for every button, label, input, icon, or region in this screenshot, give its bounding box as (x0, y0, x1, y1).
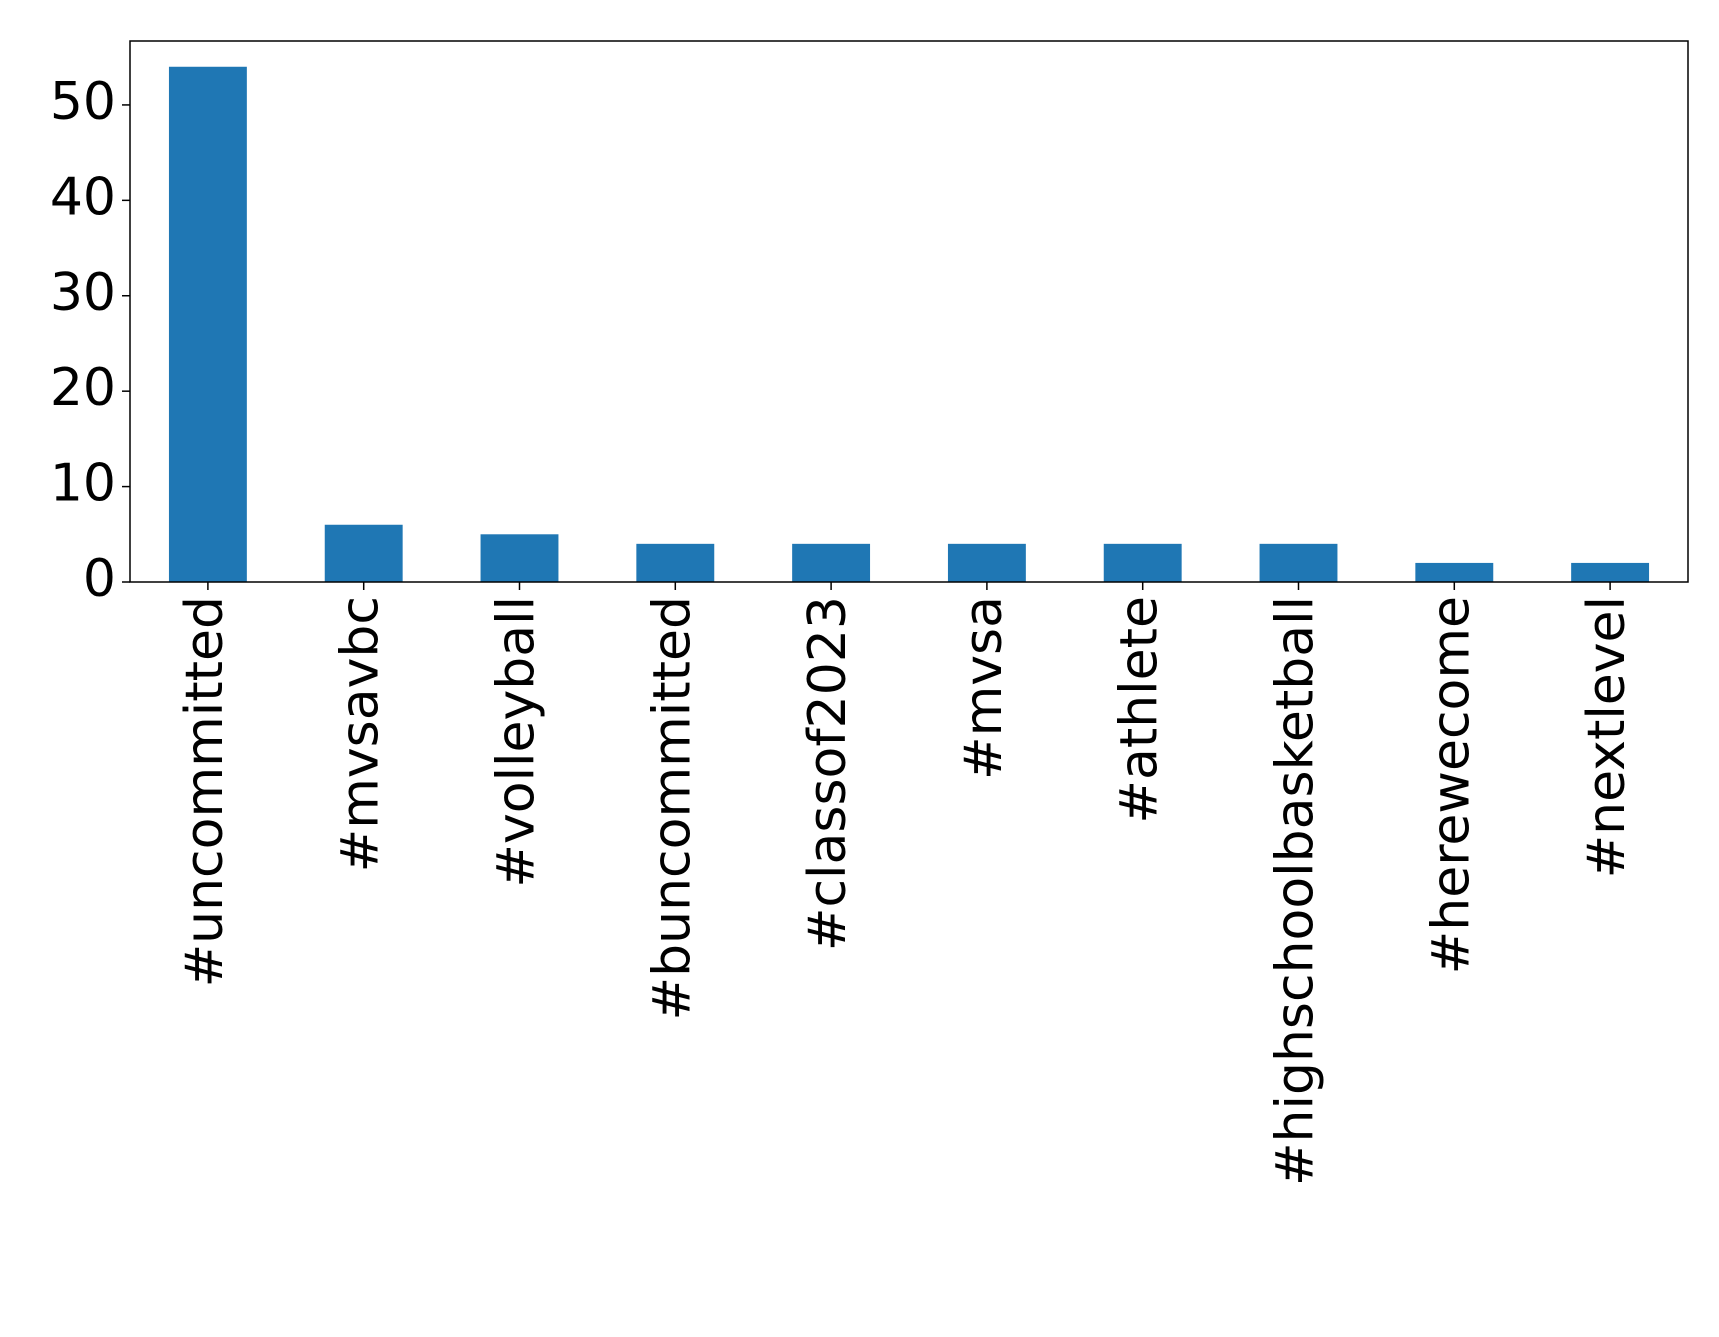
x-tick-label: #nextlevel (1577, 596, 1637, 878)
x-tick-label: #highschoolbasketball (1266, 596, 1326, 1186)
x-tick-label: #mvsa (954, 596, 1014, 780)
x-tick-label: #uncommitted (175, 596, 235, 987)
y-tick-label: 20 (50, 358, 116, 418)
plot-frame (129, 40, 1689, 583)
bar (636, 543, 715, 582)
y-tick-label: 10 (50, 454, 116, 514)
y-tick-label: 0 (83, 549, 116, 609)
bar (947, 543, 1026, 582)
bar (480, 534, 559, 582)
bar (1415, 562, 1494, 582)
y-tick-label: 40 (50, 167, 116, 227)
y-tick-label: 30 (50, 263, 116, 323)
x-tick-label: #classof2023 (798, 596, 858, 951)
bar (792, 543, 871, 582)
x-tick-label: #buncommitted (642, 596, 702, 1020)
x-tick-label: #herewecome (1421, 596, 1481, 974)
bar (1571, 562, 1650, 582)
x-tick-label: #athlete (1110, 596, 1170, 824)
x-tick-label: #volleyball (487, 596, 547, 888)
bar (168, 66, 247, 582)
y-tick-label: 50 (50, 72, 116, 132)
bar (324, 524, 403, 582)
bar (1103, 543, 1182, 582)
bar (1259, 543, 1338, 582)
x-tick-label: #mvsavbc (331, 596, 391, 872)
